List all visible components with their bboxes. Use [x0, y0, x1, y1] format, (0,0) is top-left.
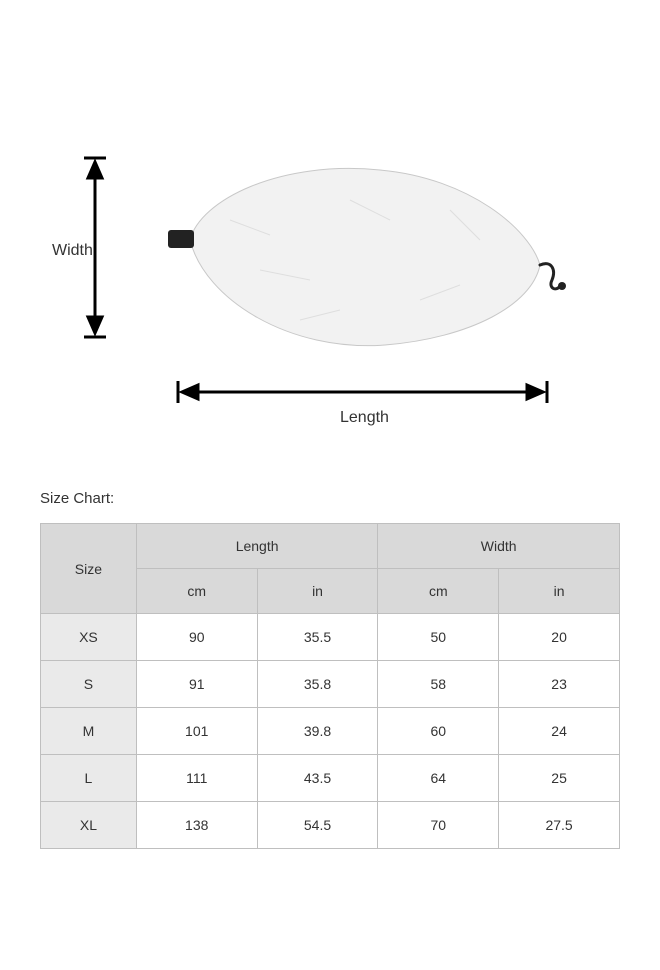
table-row: S 91 35.8 58 23 [41, 661, 620, 708]
cell-wid-cm: 58 [378, 661, 499, 708]
cell-len-in: 43.5 [257, 755, 378, 802]
col-header-width-in: in [499, 569, 620, 614]
cell-size: M [41, 708, 137, 755]
cell-len-cm: 91 [136, 661, 257, 708]
col-header-width-cm: cm [378, 569, 499, 614]
col-header-length: Length [136, 524, 378, 569]
table-row: XS 90 35.5 50 20 [41, 614, 620, 661]
table-row: L 111 43.5 64 25 [41, 755, 620, 802]
length-label: Length [340, 409, 389, 426]
col-header-size: Size [41, 524, 137, 614]
size-chart-table: Size Length Width cm in cm in XS 90 35.5… [40, 523, 620, 849]
cell-size: XS [41, 614, 137, 661]
cell-wid-cm: 70 [378, 802, 499, 849]
cell-size: S [41, 661, 137, 708]
col-header-length-cm: cm [136, 569, 257, 614]
cell-wid-in: 23 [499, 661, 620, 708]
cell-wid-in: 27.5 [499, 802, 620, 849]
col-header-length-in: in [257, 569, 378, 614]
cell-wid-cm: 60 [378, 708, 499, 755]
product-shape [168, 168, 566, 345]
cell-len-cm: 138 [136, 802, 257, 849]
cell-len-in: 35.5 [257, 614, 378, 661]
table-row: XL 138 54.5 70 27.5 [41, 802, 620, 849]
cell-len-cm: 90 [136, 614, 257, 661]
cell-wid-cm: 50 [378, 614, 499, 661]
cell-len-cm: 111 [136, 755, 257, 802]
cell-wid-in: 24 [499, 708, 620, 755]
cell-len-in: 54.5 [257, 802, 378, 849]
table-row: M 101 39.8 60 24 [41, 708, 620, 755]
col-header-width: Width [378, 524, 620, 569]
cell-len-cm: 101 [136, 708, 257, 755]
cell-len-in: 35.8 [257, 661, 378, 708]
dimension-diagram: Width Length [0, 70, 660, 460]
size-chart-title: Size Chart: [0, 460, 660, 523]
width-label: Width [52, 242, 93, 259]
cell-wid-in: 25 [499, 755, 620, 802]
cell-size: XL [41, 802, 137, 849]
cell-len-in: 39.8 [257, 708, 378, 755]
diagram-svg: Width Length [0, 70, 660, 460]
length-arrow [178, 381, 547, 403]
cell-wid-cm: 64 [378, 755, 499, 802]
cell-wid-in: 20 [499, 614, 620, 661]
cell-size: L [41, 755, 137, 802]
